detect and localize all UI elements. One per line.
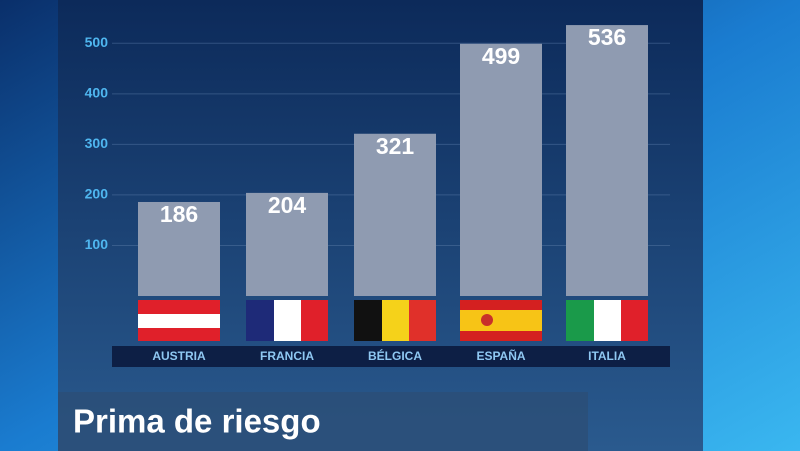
flag-spain — [460, 300, 542, 341]
flag-italy — [566, 300, 648, 341]
value-label: 499 — [482, 43, 520, 69]
y-tick-label: 400 — [85, 85, 109, 101]
value-label: 186 — [160, 201, 198, 227]
category-strip — [112, 346, 670, 367]
flag-belgium — [354, 300, 436, 341]
flag-austria — [138, 300, 220, 341]
value-label: 321 — [376, 133, 415, 159]
flag-france — [246, 300, 328, 341]
x-tick-label: ESPAÑA — [476, 348, 525, 363]
chart-title: Prima de riesgo — [73, 403, 321, 440]
x-tick-label: ITALIA — [588, 349, 626, 363]
bar — [460, 43, 542, 296]
bar — [246, 192, 328, 296]
x-tick-label: BÉLGICA — [368, 348, 422, 363]
flags — [138, 300, 648, 341]
x-tick-label: FRANCIA — [260, 349, 314, 363]
bar — [566, 25, 648, 297]
value-label: 204 — [268, 192, 307, 218]
value-label: 536 — [588, 24, 626, 50]
y-tick-label: 500 — [85, 34, 109, 50]
y-tick-label: 100 — [85, 236, 109, 252]
y-tick-label: 200 — [85, 186, 109, 202]
x-tick-label: AUSTRIA — [152, 349, 206, 363]
title-box — [58, 392, 588, 451]
bar — [138, 201, 220, 296]
bar — [354, 133, 436, 296]
y-tick-label: 300 — [85, 135, 109, 151]
